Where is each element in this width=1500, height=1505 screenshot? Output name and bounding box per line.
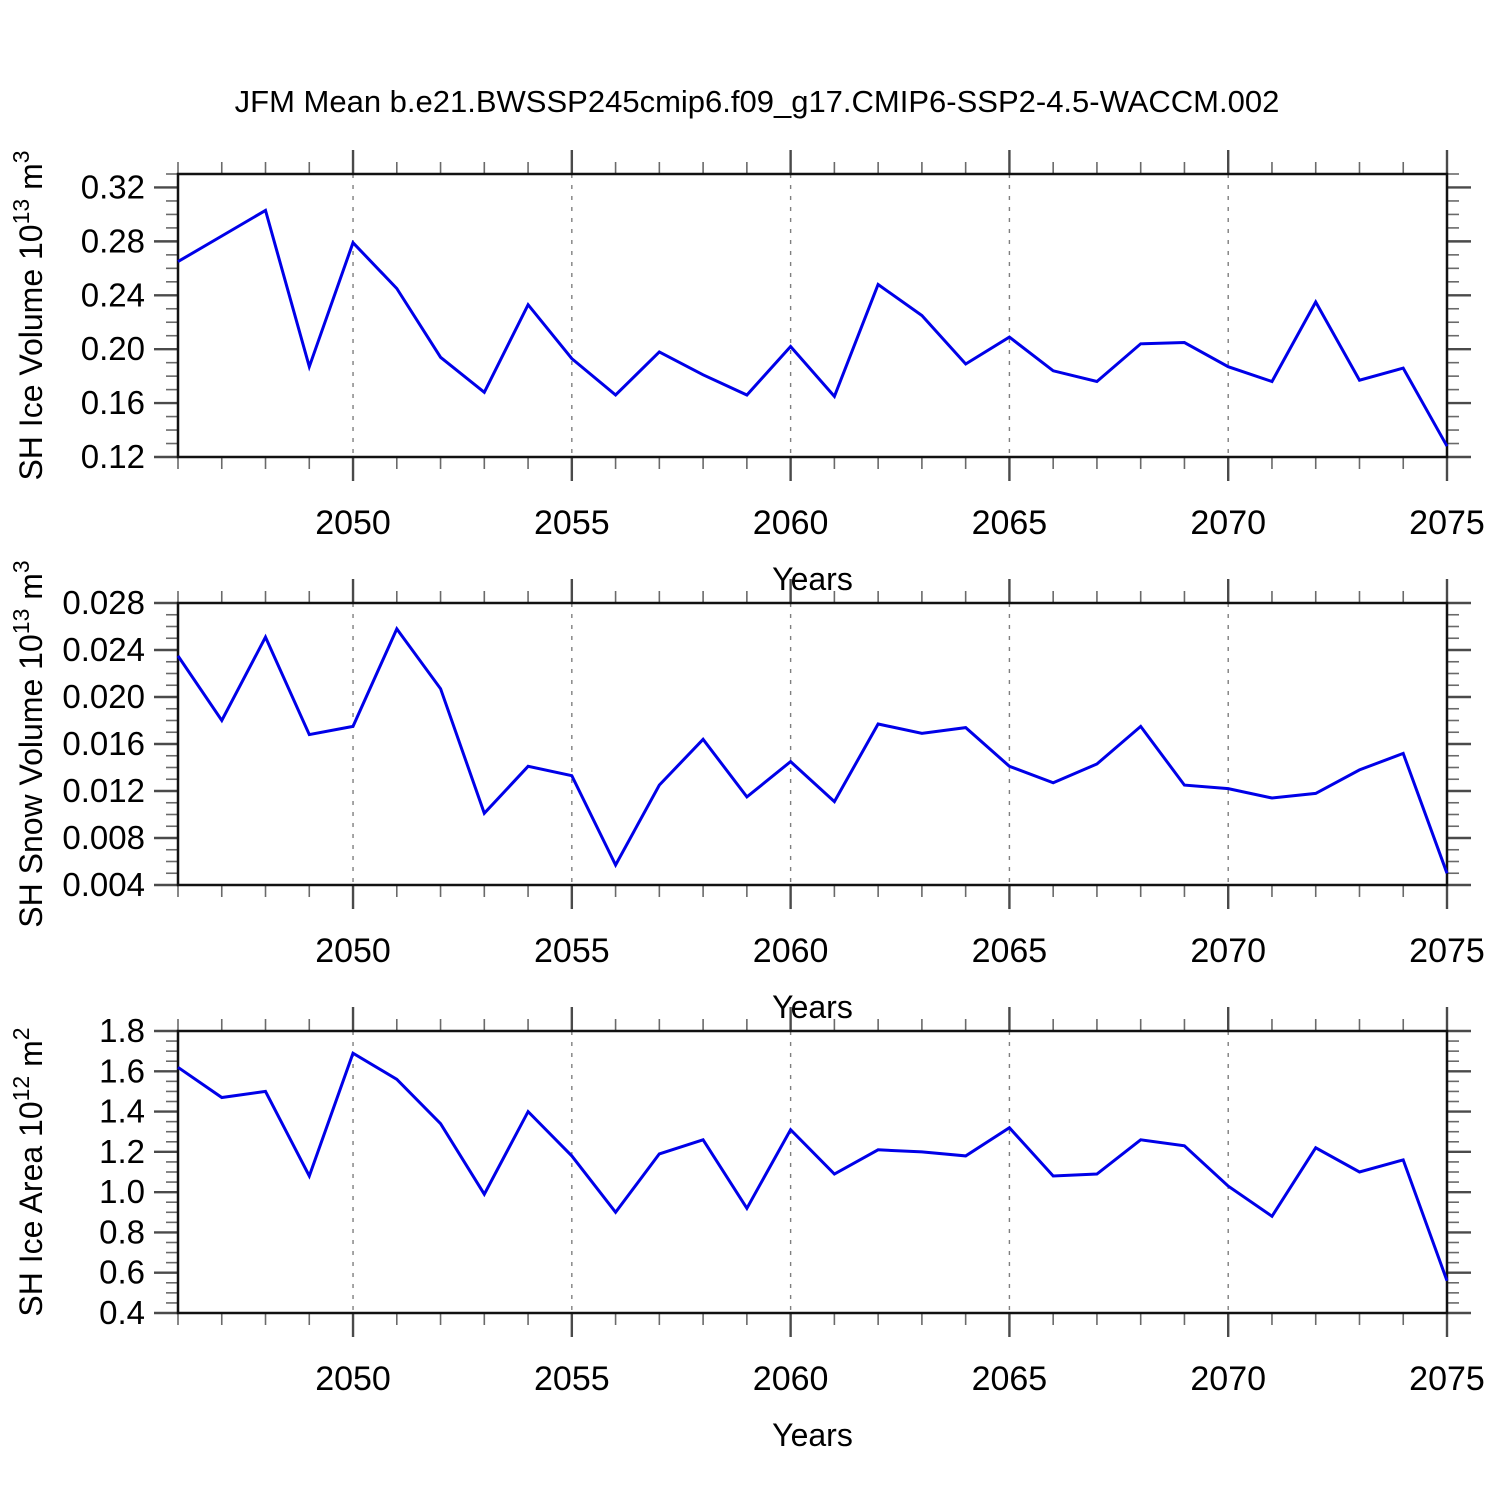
x-tick-label: 2070 [1190,504,1266,542]
y-tick-label: 0.32 [81,168,145,205]
y-tick-label: 0.16 [81,384,145,421]
x-tick-label: 2055 [534,932,610,970]
series-line [177,1050,1449,1282]
y-tick-label: 1.0 [99,1173,145,1210]
y-axis-title: SH Ice Area 1012 m2 [8,1027,49,1316]
x-tick-label: 2050 [315,1360,391,1398]
x-tick-label: 2070 [1190,932,1266,970]
x-tick-label: 2060 [753,504,829,542]
x-tick-label: 2075 [1409,504,1485,542]
x-tick-label: 2055 [534,1360,610,1398]
x-axis-title: Years [772,989,853,1025]
plot-frame [176,172,1449,459]
x-tick-label: 2060 [753,932,829,970]
y-tick-label: 0.8 [99,1213,145,1250]
y-tick-label: 0.28 [81,222,145,259]
x-axis-title: Years [772,561,853,597]
x-tick-label: 2075 [1409,932,1485,970]
x-tick-label: 2050 [315,932,391,970]
y-tick-label: 0.24 [81,276,145,313]
chart-sh-ice-volume: 0.12 0.16 0.20 0.24 0.28 0.32 2050 2055 2060 2065… [8,150,1485,597]
x-tick-label: 2075 [1409,1360,1485,1398]
y-tick-label: 0.4 [99,1294,145,1331]
plot-frame [176,1029,1449,1315]
y-tick-label: 0.024 [62,631,145,668]
y-tick-label: 1.2 [99,1133,145,1170]
y-tick-label: 1.6 [99,1052,145,1089]
y-tick-label: 0.6 [99,1254,145,1291]
y-tick-label: 0.008 [62,819,145,856]
x-tick-label: 2050 [315,504,391,542]
series-line [176,625,1449,874]
figure-title: JFM Mean b.e21.BWSSP245cmip6.f09_g17.CMI… [234,84,1280,119]
y-tick-label: 0.016 [62,725,145,762]
y-tick-label: 0.020 [62,678,145,715]
x-tick-label: 2065 [972,1360,1048,1398]
y-tick-label: 0.004 [62,866,145,903]
y-tick-label: 0.012 [62,772,145,809]
y-tick-label: 0.12 [81,438,145,475]
y-tick-label: 1.8 [99,1012,145,1049]
plot-frame [176,601,1449,887]
x-tick-label: 2060 [753,1360,829,1398]
x-tick-label: 2070 [1190,1360,1266,1398]
x-tick-label: 2065 [972,932,1048,970]
y-tick-label: 0.20 [81,330,145,367]
x-tick-label: 2065 [972,504,1048,542]
y-axis-title: SH Snow Volume 1013 m3 [8,560,49,927]
chart-sh-snow-volume: 0.004 0.008 0.012 0.016 0.020 0.024 0.028 2050 2… [8,560,1485,1025]
x-tick-label: 2055 [534,504,610,542]
y-tick-label: 1.4 [99,1093,145,1130]
y-tick-label: 0.028 [62,584,145,621]
series-line [177,208,1449,447]
chart-sh-ice-area: 0.40.6 0.81.01.21.4 1.61.8 2050 2055 2060 2065… [8,1007,1485,1453]
x-axis-title: Years [772,1417,853,1453]
y-axis-title: SH Ice Volume 1013 m3 [8,150,49,480]
